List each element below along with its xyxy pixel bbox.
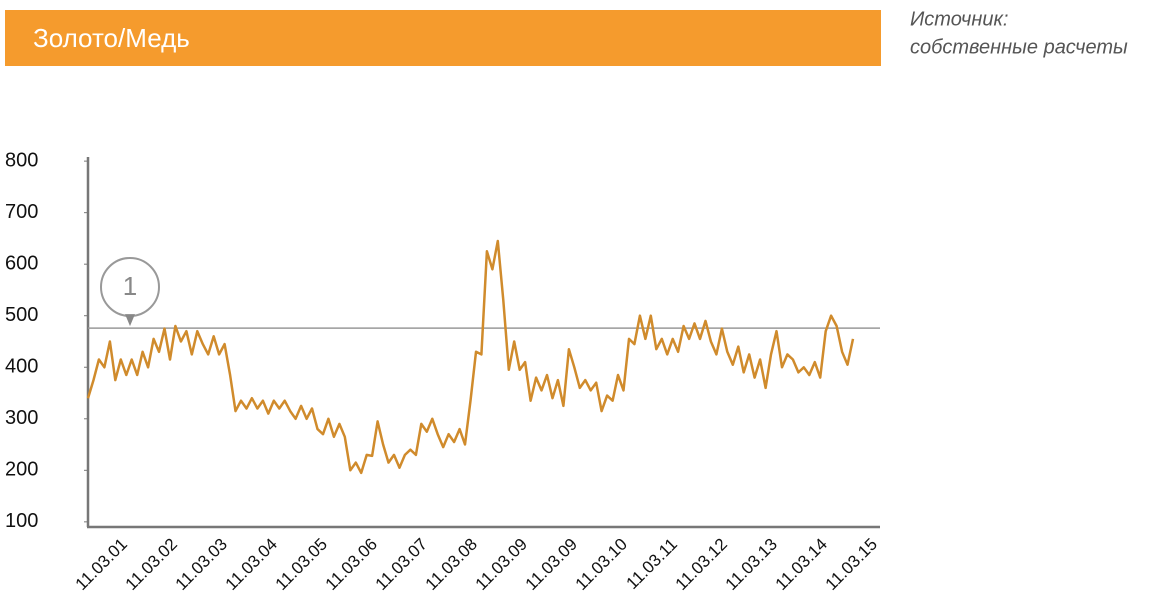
y-tick-label: 400 xyxy=(5,356,38,378)
x-tick-label: 11.03.07 xyxy=(372,535,431,594)
x-tick-label: 11.03.05 xyxy=(272,535,331,594)
header-bar xyxy=(5,10,881,66)
x-tick-label: 11.03.03 xyxy=(172,535,231,594)
annotation-arrow xyxy=(125,314,135,327)
x-tick-label: 11.03.04 xyxy=(222,535,281,594)
chart-title: Золото/Медь xyxy=(33,23,190,53)
x-tick-label: 11.03.09 xyxy=(522,535,581,594)
x-tick-label: 11.03.11 xyxy=(623,535,681,593)
y-tick-label: 800 xyxy=(5,149,38,171)
x-tick-label: 11.03.13 xyxy=(722,535,781,594)
x-tick-label: 11.03.02 xyxy=(122,535,181,594)
x-tick-label: 11.03.06 xyxy=(322,535,381,594)
x-tick-label: 11.03.15 xyxy=(822,535,881,594)
y-tick-label: 100 xyxy=(5,510,38,532)
source-label: Источник: xyxy=(910,8,1008,30)
annotation-label: 1 xyxy=(123,271,137,301)
y-tick-label: 200 xyxy=(5,459,38,481)
x-tick-label: 11.03.01 xyxy=(72,535,131,594)
y-tick-label: 300 xyxy=(5,407,38,429)
y-tick-label: 500 xyxy=(5,304,38,326)
y-tick-label: 600 xyxy=(5,252,38,274)
x-tick-label: 11.03.08 xyxy=(422,535,481,594)
x-tick-label: 11.03.12 xyxy=(672,535,731,594)
x-tick-label: 11.03.09 xyxy=(472,535,531,594)
source-text: собственные расчеты xyxy=(910,36,1128,58)
y-tick-label: 700 xyxy=(5,201,38,223)
data-line xyxy=(86,239,855,475)
x-tick-label: 11.03.10 xyxy=(572,535,631,594)
x-tick-label: 11.03.14 xyxy=(772,535,831,594)
